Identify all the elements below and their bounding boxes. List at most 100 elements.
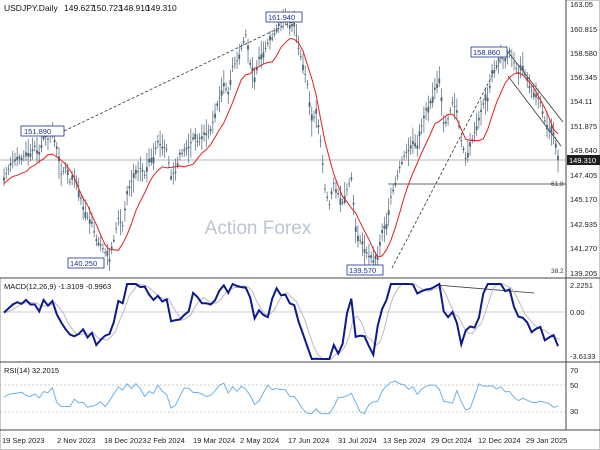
candle-body	[178, 152, 181, 155]
candle-body	[491, 70, 493, 74]
candle-body	[108, 259, 111, 262]
candle-body	[238, 54, 241, 59]
candle-body	[165, 148, 168, 150]
price-header: USDJPY.Daily 149.627 150.723 148.910 149…	[4, 3, 177, 13]
candle-body	[431, 96, 434, 103]
candle-body	[414, 143, 417, 147]
candle-body	[192, 137, 194, 140]
candle-body	[412, 140, 414, 145]
macd-tick: -3.6133	[570, 352, 595, 361]
candle-body	[170, 176, 172, 180]
candle-body	[385, 223, 388, 229]
candle-body	[324, 188, 326, 190]
candle-body	[55, 146, 58, 149]
candle-body	[493, 69, 496, 74]
annotation-139570: 139.570	[346, 264, 384, 276]
macd-line	[3, 282, 559, 361]
candle-body	[416, 145, 419, 149]
candle-body	[295, 35, 298, 37]
candle-body	[106, 250, 109, 256]
macd-tick: 0.00	[570, 308, 585, 317]
candle-body	[451, 102, 454, 104]
candle-body	[194, 133, 197, 140]
candle-body	[203, 132, 205, 135]
candle-body	[172, 173, 175, 175]
candle-body	[532, 92, 535, 97]
candle-body	[99, 244, 102, 246]
candle-body	[557, 155, 559, 161]
trend-line-rising	[391, 50, 506, 269]
candle-body	[66, 169, 69, 176]
candle-body	[486, 97, 489, 102]
candle-body	[521, 65, 524, 72]
candle-body	[374, 255, 377, 260]
rsi-tick: 70	[570, 366, 578, 375]
candle-body	[528, 85, 531, 88]
candle-body	[317, 124, 320, 128]
candle-body	[293, 22, 296, 27]
candle-body	[497, 58, 500, 61]
candle-body	[47, 138, 49, 140]
candle-body	[198, 138, 201, 139]
candle-body	[297, 47, 300, 49]
watermark: Action Forex	[205, 218, 312, 239]
candle-body	[152, 156, 155, 164]
candle-body	[275, 29, 278, 32]
candle-body	[227, 91, 230, 95]
candle-body	[247, 45, 249, 50]
candle-body	[365, 252, 368, 254]
macd-tick: 2.2251	[570, 281, 593, 290]
last-price-tag: 149.310	[567, 155, 600, 165]
ohlc-low: 148.910	[119, 3, 150, 13]
candle-body	[242, 40, 245, 43]
candle-body	[326, 196, 329, 198]
candle-body	[253, 77, 256, 83]
candle-body	[458, 125, 460, 128]
x-tick-label: 13 Sep 2024	[383, 436, 426, 445]
candle-body	[550, 125, 553, 133]
annotation-text: 151.890	[24, 127, 51, 136]
candle-body	[429, 101, 432, 104]
candle-body	[310, 114, 313, 121]
candle-body	[394, 182, 397, 186]
candle-body	[189, 142, 192, 144]
candle-body	[95, 239, 98, 241]
annotation-box	[67, 257, 105, 269]
candle-body	[156, 140, 159, 143]
candle-body	[229, 80, 232, 85]
candle-body	[145, 167, 148, 172]
candle-body	[86, 216, 89, 218]
candle-body	[181, 152, 183, 154]
annotation-box	[265, 11, 303, 23]
price-tick: 149.640	[570, 146, 597, 155]
candle-body	[427, 106, 430, 113]
candle-body	[321, 163, 324, 165]
last-price-label: 149.310	[569, 156, 596, 165]
ohlc-high: 150.723	[92, 3, 123, 13]
candle-body	[354, 226, 357, 232]
candle-body	[381, 229, 384, 234]
price-tick: 156.345	[570, 73, 597, 82]
candle-body	[502, 58, 504, 60]
candle-body	[546, 125, 548, 130]
candle-body	[539, 102, 542, 104]
candle-body	[513, 62, 515, 64]
candle-body	[88, 219, 91, 224]
candle-body	[82, 206, 85, 210]
x-tick-label: 2 May 2024	[240, 436, 279, 445]
candle-body	[519, 65, 522, 70]
annotation-text: 139.570	[349, 266, 376, 275]
candle-body	[449, 110, 452, 112]
candle-body	[218, 97, 221, 99]
candle-body	[348, 183, 351, 185]
price-tick: 158.580	[570, 49, 597, 58]
candle-body	[84, 211, 87, 218]
x-tick-label: 19 Mar 2024	[193, 436, 235, 445]
annotation-161940: 161.940	[265, 11, 303, 23]
rsi-panel	[0, 362, 600, 431]
candle-body	[418, 131, 421, 136]
candle-body	[390, 196, 392, 198]
symbol-label: USDJPY.Daily	[4, 3, 58, 13]
x-tick-label: 17 Jun 2024	[288, 436, 329, 445]
x-tick-label: 2 Feb 2024	[147, 436, 185, 445]
